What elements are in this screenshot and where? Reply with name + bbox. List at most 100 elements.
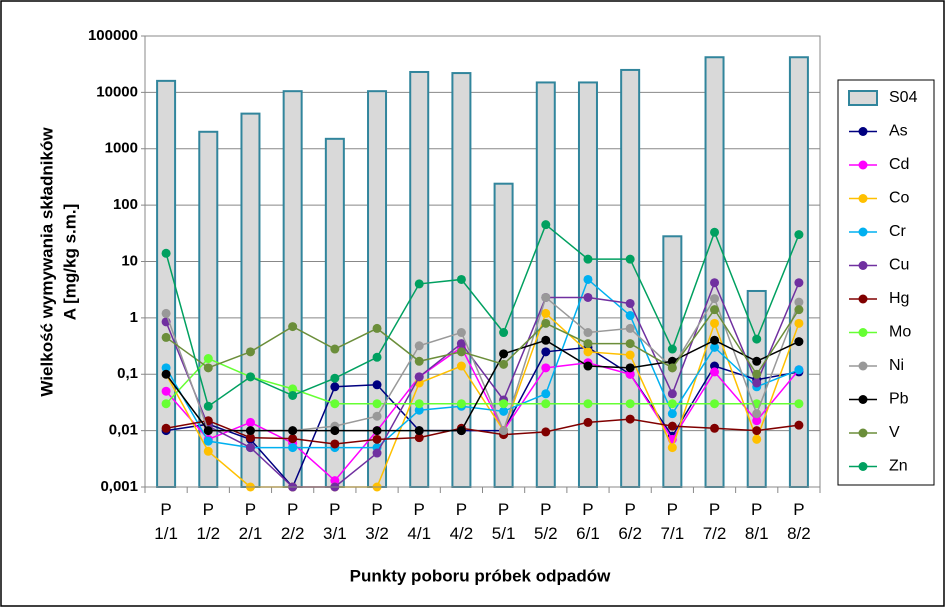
point <box>414 426 424 436</box>
x-tick-label: P 2/2 <box>280 500 305 543</box>
point <box>499 406 509 416</box>
point <box>625 350 635 360</box>
point <box>288 390 298 400</box>
point <box>794 337 804 347</box>
point <box>541 335 551 345</box>
point <box>794 305 804 315</box>
point <box>330 439 340 449</box>
x-tick-label: P 1/2 <box>196 500 221 543</box>
line <box>165 357 799 405</box>
point <box>456 361 466 371</box>
legend-marker <box>858 328 868 337</box>
point <box>625 399 635 409</box>
x-tick-label: P 1/1 <box>154 500 178 543</box>
line <box>165 346 800 489</box>
legend-label: Co <box>889 190 910 207</box>
y-tick-label: 10000 <box>96 83 138 100</box>
x-tick-label: P 3/1 <box>323 500 347 543</box>
legend-marker <box>858 194 868 203</box>
point <box>541 399 551 409</box>
point <box>245 426 255 436</box>
point <box>583 339 593 349</box>
line <box>165 223 800 408</box>
point <box>203 436 213 446</box>
point <box>583 274 593 284</box>
line <box>165 308 800 376</box>
legend-label: V <box>889 424 900 441</box>
point <box>625 363 635 373</box>
point <box>541 318 551 328</box>
point <box>667 443 677 453</box>
point <box>372 411 382 421</box>
point <box>414 356 424 366</box>
point <box>625 414 635 424</box>
x-axis-label: Punkty poboru próbek odpadów <box>350 566 611 585</box>
point <box>245 372 255 382</box>
legend-label: As <box>889 123 908 140</box>
point <box>710 294 720 304</box>
point <box>161 332 171 342</box>
point <box>583 292 593 302</box>
point <box>667 389 677 399</box>
point <box>583 361 593 371</box>
point <box>456 339 466 349</box>
legend-marker <box>858 227 868 237</box>
legend-label: Cu <box>889 257 909 274</box>
point <box>752 426 762 436</box>
point <box>752 334 762 344</box>
point <box>583 347 593 357</box>
point <box>667 363 677 373</box>
point <box>161 386 171 396</box>
point <box>372 426 382 436</box>
point <box>499 359 509 369</box>
y-tick-label: 0,1 <box>117 365 138 382</box>
point <box>456 399 466 409</box>
point <box>288 322 298 332</box>
point <box>583 399 593 409</box>
bar <box>535 81 556 489</box>
x-tick-label: P 6/1 <box>576 500 600 543</box>
point <box>372 323 382 333</box>
point <box>752 356 762 366</box>
legend-label: S04 <box>889 89 918 106</box>
point <box>541 389 551 399</box>
point <box>710 278 720 288</box>
point <box>161 399 171 409</box>
legend-label: Cd <box>889 156 909 173</box>
point <box>541 427 551 437</box>
point <box>752 416 762 426</box>
point <box>667 344 677 354</box>
point <box>752 378 762 388</box>
x-tick-label: P 4/2 <box>449 500 474 543</box>
point <box>710 227 720 237</box>
point <box>625 311 635 321</box>
point <box>203 426 213 436</box>
point <box>710 305 720 315</box>
y-tick-label: 1000 <box>105 140 138 157</box>
point <box>203 446 213 456</box>
y-axis-label: Wielkość wymywania składników <box>37 127 56 397</box>
y-tick-label: 0,01 <box>109 422 138 439</box>
point <box>583 417 593 427</box>
line <box>165 278 800 449</box>
point <box>752 369 762 379</box>
point <box>456 347 466 357</box>
point <box>794 278 804 288</box>
y-axis-label: A [mg/kg s.m.] <box>60 204 79 321</box>
point <box>414 341 424 351</box>
line <box>165 346 800 482</box>
point <box>414 372 424 382</box>
x-tick-label: P 5/1 <box>491 500 516 543</box>
x-tick-label: P 8/1 <box>744 500 769 543</box>
point <box>710 318 720 328</box>
x-tick-label: P 4/1 <box>407 500 432 543</box>
point <box>161 369 171 379</box>
point <box>203 401 213 411</box>
point <box>499 349 509 359</box>
legend-label: Cr <box>889 223 907 240</box>
point <box>161 308 171 318</box>
y-tick-label: 100000 <box>88 27 138 44</box>
bar <box>620 68 641 488</box>
x-tick-label: P 2/1 <box>238 500 263 543</box>
